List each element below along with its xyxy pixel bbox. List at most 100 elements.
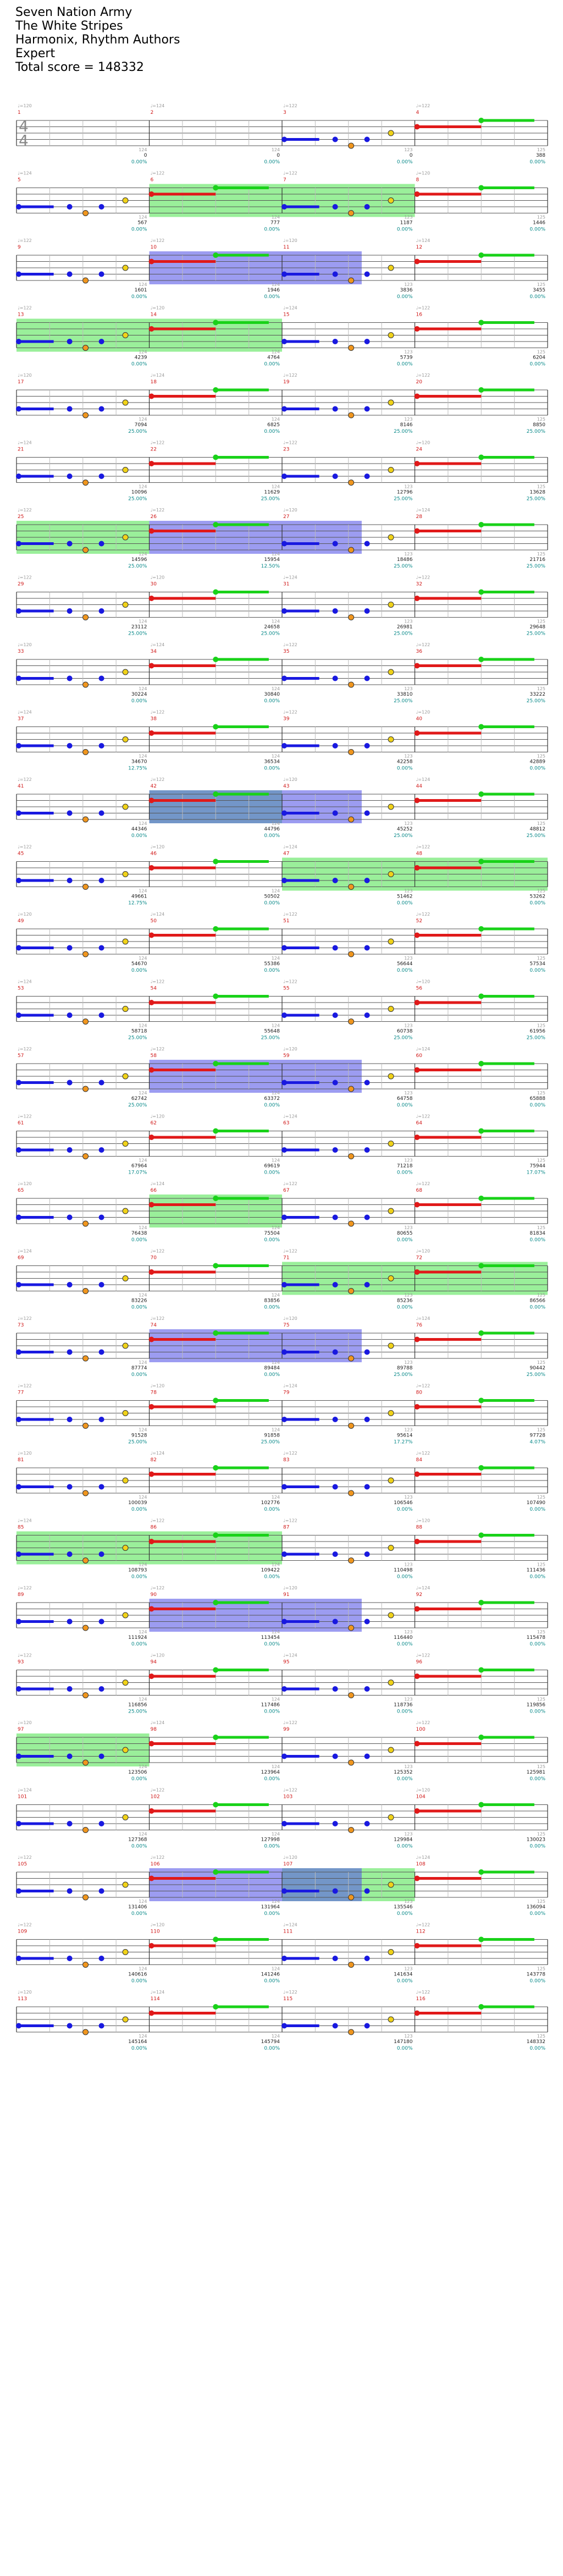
measure-score: 90442 [529, 1366, 545, 1371]
note-red [148, 1336, 154, 1342]
note-blue [282, 271, 287, 277]
note-red [148, 1067, 154, 1073]
tempo-marker: ♩=122 [283, 103, 297, 108]
measure-number: 107 [283, 1862, 292, 1867]
note-blue [67, 1349, 73, 1355]
note-blue [282, 1214, 287, 1220]
measure-percent: 0.00% [264, 766, 280, 772]
note-red [148, 1269, 154, 1275]
measure-number: 106 [151, 1862, 160, 1867]
note-blue [364, 1753, 370, 1759]
note-red [148, 2010, 154, 2016]
note-green [213, 1061, 219, 1066]
note-blue [16, 675, 21, 681]
measure-percent: 0.00% [264, 1305, 280, 1311]
chart-row: 73♩=122877740.00%12474♩=122894840.00%124… [16, 1316, 548, 1378]
measure-number: 59 [283, 1053, 290, 1059]
measure-tempo: 125 [537, 1428, 545, 1433]
tempo-marker: ♩=120 [151, 306, 165, 311]
note-red [414, 1269, 420, 1275]
tempo-marker: ♩=122 [18, 575, 32, 580]
measure-score: 8146 [400, 422, 413, 428]
chart-row: 1♩=12000.00%1242♩=12400.00%1243♩=12200.0… [16, 103, 548, 165]
measure-tempo: 123 [404, 956, 412, 961]
measure-number: 7 [283, 178, 286, 183]
measure-number: 103 [283, 1795, 292, 1800]
measure-number: 96 [416, 1660, 423, 1665]
note-blue [16, 474, 21, 479]
note-yellow [122, 1612, 129, 1619]
note-green [213, 1128, 219, 1134]
note-yellow [122, 534, 129, 541]
measure-number: 90 [151, 1592, 157, 1598]
note-blue [98, 1214, 104, 1220]
note-yellow [122, 669, 129, 675]
measure-percent: 0.00% [131, 1776, 147, 1782]
note-blue [16, 204, 21, 210]
note-yellow [122, 1275, 129, 1281]
measure-number: 22 [151, 447, 157, 453]
note-blue [98, 204, 104, 210]
measure-score: 147180 [394, 2039, 413, 2045]
measure-number: 30 [151, 582, 157, 587]
tempo-marker: ♩=122 [416, 912, 430, 917]
note-red [148, 1606, 154, 1612]
note-blue [364, 1821, 370, 1826]
note-yellow [388, 1814, 394, 1820]
measure-percent: 0.00% [131, 968, 147, 973]
tempo-marker: ♩=122 [151, 1047, 165, 1052]
measure-percent: 0.00% [131, 1844, 147, 1850]
measure-tempo: 123 [404, 215, 412, 220]
measure-tempo: 124 [272, 1158, 280, 1163]
tempo-marker: ♩=124 [151, 1720, 165, 1725]
note-red [414, 326, 420, 332]
measure-score: 567 [137, 221, 147, 226]
measure-percent: 0.00% [397, 1237, 413, 1243]
note-blue [98, 406, 104, 412]
note-orange [82, 951, 89, 957]
tempo-marker: ♩=124 [151, 1990, 165, 1995]
measure-percent: 17.07% [128, 1170, 147, 1176]
note-blue [364, 271, 370, 277]
measure-number: 73 [18, 1323, 24, 1328]
measure-tempo: 124 [139, 1630, 147, 1634]
note-blue [98, 743, 104, 748]
measure-tempo: 125 [537, 1562, 545, 1567]
note-blue [364, 2023, 370, 2029]
measure-percent: 25.00% [527, 698, 546, 704]
note-blue [364, 1282, 370, 1287]
chart-row: 5♩=1245670.00%1246♩=1227770.00%1247♩=122… [16, 171, 548, 233]
measure-score: 85236 [397, 1298, 413, 1304]
measure-percent: 25.00% [527, 833, 546, 839]
note-green [213, 387, 219, 393]
measure-score: 117486 [261, 1703, 280, 1708]
measure-number: 55 [283, 986, 289, 992]
measure-tempo: 125 [537, 282, 545, 287]
note-blue [282, 1619, 287, 1625]
tempo-marker: ♩=122 [18, 1114, 32, 1119]
measure-score: 33222 [529, 692, 545, 697]
measure-number: 11 [283, 245, 289, 250]
measure-percent: 0.00% [264, 362, 280, 367]
measure-score: 34670 [131, 759, 147, 765]
measure-tempo: 124 [272, 485, 280, 489]
note-orange [82, 480, 89, 486]
note-orange [82, 1490, 89, 1496]
note-green [478, 1263, 484, 1269]
measure-number: 86 [151, 1525, 157, 1531]
measure-score: 75944 [529, 1164, 545, 1169]
song-title: Seven Nation Army [15, 5, 133, 19]
note-orange [348, 1557, 355, 1564]
note-blue [332, 271, 338, 277]
note-orange [82, 1759, 89, 1766]
measure-tempo: 125 [537, 1360, 545, 1365]
note-blue [16, 1619, 21, 1625]
note-blue [364, 608, 370, 614]
measure-number: 66 [151, 1188, 157, 1193]
measure-tempo: 123 [404, 147, 412, 152]
measure-tempo: 123 [404, 1764, 412, 1769]
note-blue [282, 2023, 287, 2029]
note-blue [364, 1080, 370, 1086]
measure-tempo: 123 [404, 1697, 412, 1702]
chart-row: 33♩=120302240.00%12434♩=124308400.00%124… [16, 642, 548, 704]
